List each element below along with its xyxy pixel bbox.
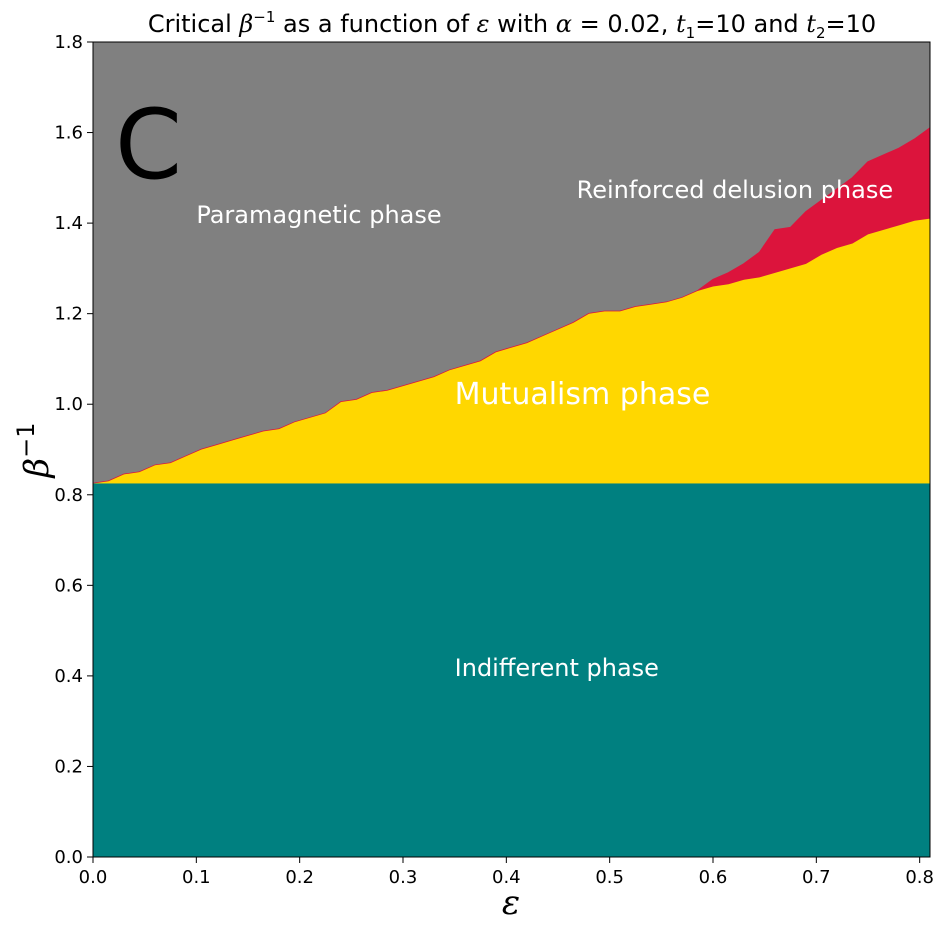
plot-area [93, 42, 930, 857]
x-tick-label: 0.4 [492, 867, 521, 888]
y-tick-label: 0.8 [54, 485, 83, 506]
x-tick-label: 0.3 [389, 867, 418, 888]
chart-title: Critical β−1 as a function of ε with α =… [148, 8, 876, 42]
mutualism-region [93, 218, 930, 484]
panel-letter: C [115, 89, 182, 201]
y-tick-label: 1.6 [54, 123, 83, 144]
reinforced-delusion-phase-label: Reinforced delusion phase [577, 176, 894, 204]
x-tick-label: 0.2 [285, 867, 314, 888]
indifferent-region [93, 483, 930, 857]
axes-frame [92, 41, 931, 858]
y-tick-label: 1.0 [54, 394, 83, 415]
x-tick-label: 0.1 [182, 867, 211, 888]
y-tick-label: 0.0 [54, 847, 83, 868]
x-tick-label: 0.7 [802, 867, 831, 888]
y-tick-label: 0.6 [54, 575, 83, 596]
x-axis: 0.0 0.1 0.2 0.3 0.4 0.5 0.6 0.7 0.8 [79, 857, 934, 888]
x-tick-label: 0.6 [699, 867, 728, 888]
y-tick-label: 0.2 [54, 756, 83, 777]
x-tick-label: 0.8 [905, 867, 934, 888]
x-tick-label: 0.0 [79, 867, 108, 888]
y-axis: 0.0 0.2 0.4 0.6 0.8 1.0 1.2 1.4 1.6 1.8 [54, 32, 93, 868]
y-axis-label: β−1 [12, 422, 57, 479]
y-tick-label: 0.4 [54, 666, 83, 687]
paramagnetic-phase-label: Paramagnetic phase [196, 201, 441, 229]
mutualism-phase-label: Mutualism phase [455, 377, 711, 412]
y-tick-label: 1.4 [54, 213, 83, 234]
x-axis-label: ε [502, 883, 520, 923]
y-tick-label: 1.2 [54, 304, 83, 325]
indifferent-phase-label: Indifferent phase [455, 654, 659, 682]
y-tick-label: 1.8 [54, 32, 83, 53]
x-tick-label: 0.5 [595, 867, 624, 888]
